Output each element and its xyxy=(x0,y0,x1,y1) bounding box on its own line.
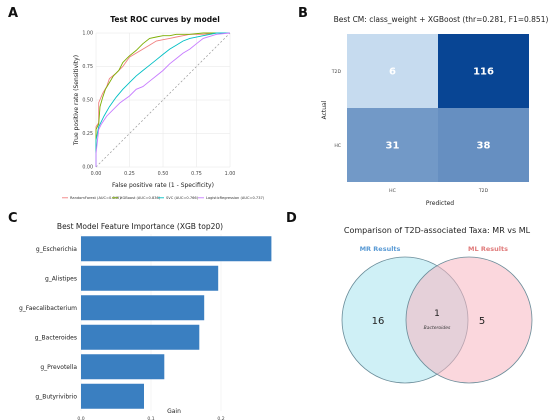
fi-x-label: Gain xyxy=(167,408,181,415)
roc-diagonal xyxy=(95,32,231,168)
roc-legend: RandomForest (AUC=0.845) XGBoost (AUC=0.8… xyxy=(62,196,265,200)
cm-row-labels: T2D HC xyxy=(331,69,342,149)
fi-x-tick: 0.0 xyxy=(77,416,84,420)
fi-x-tick: 0.1 xyxy=(147,416,154,420)
fi-x-ticks: 0.0 0.1 0.2 xyxy=(77,416,224,420)
roc-series-line xyxy=(95,32,230,167)
venn-right-circle xyxy=(405,256,533,384)
fi-category-label: g_Faecalibacterium xyxy=(19,305,77,312)
venn-overlap-name: Bacteroides xyxy=(424,325,451,331)
fi-title: Best Model Feature Importance (XGB top20… xyxy=(57,222,223,231)
roc-series-line xyxy=(95,32,230,167)
cm-col-labels: HC T2D xyxy=(389,188,488,194)
roc-x-tick: 0.00 xyxy=(91,171,102,177)
roc-legend-label: LogisticRegression (AUC=0.737) xyxy=(206,196,265,200)
fi-panel: C Best Model Feature Importance (XGB top… xyxy=(8,211,272,420)
panel-label-b: B xyxy=(298,6,308,21)
fi-bar xyxy=(81,295,205,321)
roc-x-tick: 0.75 xyxy=(191,171,202,177)
roc-y-tick: 0.00 xyxy=(82,165,93,171)
venn-title: Comparison of T2D-associated Taxa: MR vs… xyxy=(344,226,531,235)
roc-x-label: False positive rate (1 - Specificity) xyxy=(112,182,214,189)
roc-y-label: True positive rate (Sensitivity) xyxy=(73,55,80,146)
roc-x-ticks: 0.00 0.25 0.50 0.75 1.00 xyxy=(91,171,236,177)
fi-bar xyxy=(81,383,144,409)
roc-title: Test ROC curves by model xyxy=(110,15,220,24)
cm-cell xyxy=(347,108,438,182)
fi-category-label: g_Escherichia xyxy=(36,246,77,253)
cm-cell-value: 38 xyxy=(477,141,491,152)
cm-title: Best CM: class_weight + XGBoost (thr=0.2… xyxy=(334,15,549,24)
roc-panel: A Test ROC curves by model 0.00 0.25 0.50 0… xyxy=(8,6,265,200)
venn-left-label: MR Results xyxy=(360,245,401,253)
roc-y-ticks: 0.00 0.25 0.50 0.75 1.00 xyxy=(82,31,93,171)
fi-bar xyxy=(81,354,165,380)
fi-bar xyxy=(81,324,200,350)
venn-right-count: 5 xyxy=(479,316,485,327)
panel-label-d: D xyxy=(286,211,297,226)
venn-overlap-count: 1 xyxy=(434,309,440,319)
cm-cell xyxy=(438,34,529,108)
roc-lines xyxy=(95,32,231,167)
fi-bar xyxy=(81,265,219,291)
roc-series-line xyxy=(95,32,231,167)
cm-cell xyxy=(347,34,438,108)
venn-right-label: ML Results xyxy=(468,245,508,253)
cm-cell-value: 116 xyxy=(473,67,494,78)
fi-category-label: g_Bacteroides xyxy=(35,334,77,341)
roc-x-tick: 0.50 xyxy=(158,171,169,177)
venn-left-count: 16 xyxy=(372,316,385,327)
cm-x-label: Predicted xyxy=(426,200,454,207)
fi-category-label: g_Butyrivibrio xyxy=(35,393,77,400)
panel-label-a: A xyxy=(8,6,18,21)
roc-legend-label: RandomForest (AUC=0.845) xyxy=(70,196,121,200)
cm-cell-value: 31 xyxy=(386,141,400,152)
roc-x-tick: 1.00 xyxy=(225,171,236,177)
cm-row-label: T2D xyxy=(331,69,342,75)
fi-categories: g_Escherichia g_Alistipes g_Faecalibacteri… xyxy=(19,246,77,401)
fi-bars xyxy=(81,236,272,409)
roc-legend-label: XGBoost (AUC=0.836) xyxy=(120,196,161,200)
roc-y-tick: 0.50 xyxy=(82,98,93,104)
roc-legend-label: SVC (AUC=0.766) xyxy=(166,196,199,200)
cm-col-label: T2D xyxy=(478,188,489,194)
cm-cell xyxy=(438,108,529,182)
panel-label-c: C xyxy=(8,211,18,226)
cm-panel: B Best CM: class_weight + XGBoost (thr=0… xyxy=(298,6,548,207)
roc-y-tick: 0.25 xyxy=(82,131,93,137)
fi-category-label: g_Prevotella xyxy=(40,364,77,371)
fi-bar xyxy=(81,236,272,262)
cm-col-label: HC xyxy=(389,188,396,194)
venn-panel: D Comparison of T2D-associated Taxa: MR … xyxy=(286,211,533,384)
roc-y-tick: 0.75 xyxy=(82,64,93,70)
cm-cell-value: 6 xyxy=(389,67,396,78)
roc-series-line xyxy=(95,32,230,167)
roc-x-tick: 0.25 xyxy=(124,171,135,177)
fi-x-tick: 0.2 xyxy=(217,416,224,420)
cm-y-label: Actual xyxy=(321,100,328,119)
roc-y-tick: 1.00 xyxy=(82,31,93,37)
fi-category-label: g_Alistipes xyxy=(45,275,77,282)
fi-grid xyxy=(80,234,222,411)
cm-cells: 6 116 31 38 xyxy=(347,34,529,182)
cm-row-label: HC xyxy=(334,143,341,149)
